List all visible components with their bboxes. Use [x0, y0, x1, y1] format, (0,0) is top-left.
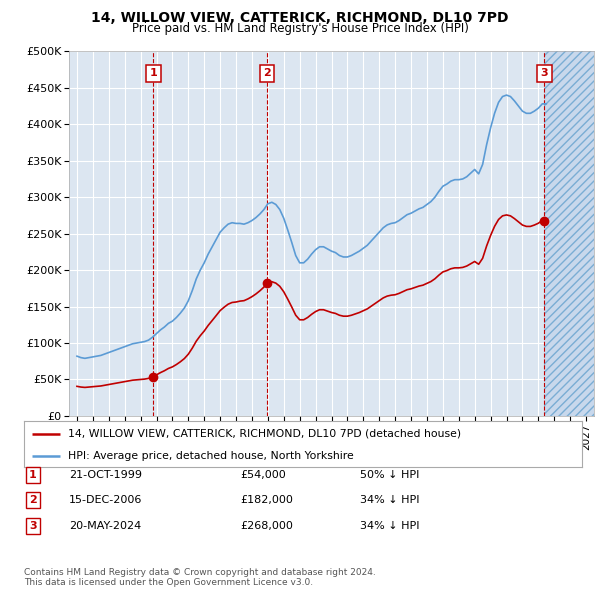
Text: 3: 3 — [541, 68, 548, 78]
Text: HPI: Average price, detached house, North Yorkshire: HPI: Average price, detached house, Nort… — [68, 451, 353, 461]
Text: Price paid vs. HM Land Registry's House Price Index (HPI): Price paid vs. HM Land Registry's House … — [131, 22, 469, 35]
Text: £54,000: £54,000 — [240, 470, 286, 480]
Text: 21-OCT-1999: 21-OCT-1999 — [69, 470, 142, 480]
Text: 1: 1 — [149, 68, 157, 78]
Text: 2: 2 — [29, 496, 37, 505]
Text: 3: 3 — [29, 521, 37, 530]
Text: 14, WILLOW VIEW, CATTERICK, RICHMOND, DL10 7PD: 14, WILLOW VIEW, CATTERICK, RICHMOND, DL… — [91, 11, 509, 25]
Text: £182,000: £182,000 — [240, 496, 293, 505]
Bar — [544, 51, 594, 416]
Text: 50% ↓ HPI: 50% ↓ HPI — [360, 470, 419, 480]
Text: 34% ↓ HPI: 34% ↓ HPI — [360, 521, 419, 530]
Text: 14, WILLOW VIEW, CATTERICK, RICHMOND, DL10 7PD (detached house): 14, WILLOW VIEW, CATTERICK, RICHMOND, DL… — [68, 429, 461, 439]
Text: 20-MAY-2024: 20-MAY-2024 — [69, 521, 141, 530]
Text: 15-DEC-2006: 15-DEC-2006 — [69, 496, 142, 505]
Text: 1: 1 — [29, 470, 37, 480]
Text: 34% ↓ HPI: 34% ↓ HPI — [360, 496, 419, 505]
Text: 2: 2 — [263, 68, 271, 78]
Text: Contains HM Land Registry data © Crown copyright and database right 2024.
This d: Contains HM Land Registry data © Crown c… — [24, 568, 376, 587]
Text: £268,000: £268,000 — [240, 521, 293, 530]
